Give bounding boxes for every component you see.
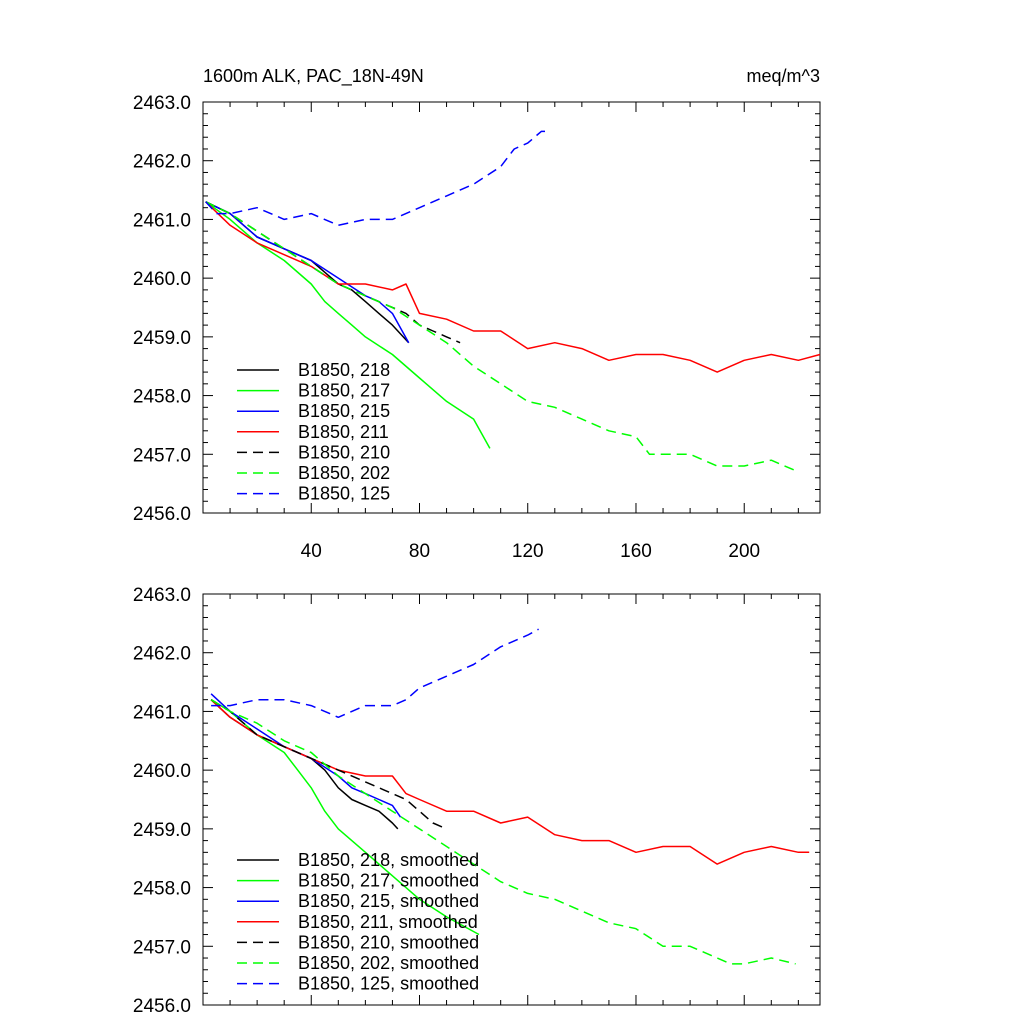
top-panel: 1600m ALK, PAC_18N-49N meq/m^3 2456.0245… <box>133 66 821 562</box>
x-tick-label: 40 <box>301 541 322 562</box>
legend-label: B1850, 210, smoothed <box>298 932 479 952</box>
legend-label: B1850, 202, smoothed <box>298 953 479 973</box>
bottom-plot-area: 2456.0 2457.0 2458.0 2459.0 2460.0 2461.0 2462… <box>133 585 821 1017</box>
top-plot-area: 2456.0 2457.0 2458.0 2459.0 2460.0 2461.0 2462… <box>133 93 821 562</box>
y-tick-label: 2461.0 <box>133 702 191 723</box>
legend-label: B1850, 211 <box>298 422 389 442</box>
legend-label: B1850, 211, smoothed <box>298 912 478 932</box>
y-tick-label: 2457.0 <box>133 445 191 466</box>
legend-label: B1850, 215 <box>298 401 390 421</box>
legend-label: B1850, 125 <box>298 484 390 504</box>
series-line-b1850-202-smoothed <box>210 699 796 965</box>
y-tick-label: 2462.0 <box>133 644 191 665</box>
x-tick-label: 160 <box>620 541 652 562</box>
legend-label: B1850, 210 <box>298 442 390 462</box>
top-panel-title: 1600m ALK, PAC_18N-49N <box>203 66 424 87</box>
top-panel-units: meq/m^3 <box>747 66 820 86</box>
legend-label: B1850, 218, smoothed <box>298 850 479 870</box>
series-line-b1850-125 <box>205 130 550 227</box>
y-tick-label: 2456.0 <box>133 504 191 525</box>
y-tick-label: 2458.0 <box>133 387 191 408</box>
legend-label: B1850, 215, smoothed <box>298 891 479 911</box>
bottom-panel: 2456.0 2457.0 2458.0 2459.0 2460.0 2461.0 2462… <box>133 585 821 1017</box>
legend-label: B1850, 202 <box>298 463 390 483</box>
series-line-b1850-215 <box>205 201 410 344</box>
legend-label: B1850, 125, smoothed <box>298 974 479 994</box>
y-tick-label: 2463.0 <box>133 93 191 114</box>
y-tick-label: 2463.0 <box>133 585 191 606</box>
series-line-b1850-125-smoothed <box>211 628 539 719</box>
series-line-b1850-217 <box>205 201 491 449</box>
y-tick-label: 2456.0 <box>133 996 191 1017</box>
legend-label: B1850, 217, smoothed <box>298 871 479 891</box>
plot-frame <box>202 593 821 1006</box>
y-tick-label: 2459.0 <box>133 328 191 349</box>
plot-frame <box>202 101 821 514</box>
series-line-b1850-211-smoothed <box>210 699 810 865</box>
y-tick-label: 2460.0 <box>133 761 191 782</box>
series-line-b1850-211 <box>205 201 821 373</box>
x-tick-label: 120 <box>512 541 544 562</box>
series-line-b1850-210-smoothed <box>210 699 447 830</box>
legend-label: B1850, 218 <box>298 360 390 380</box>
y-tick-label: 2458.0 <box>133 879 191 900</box>
y-tick-label: 2459.0 <box>133 820 191 841</box>
x-tick-label: 80 <box>409 541 430 562</box>
y-tick-label: 2462.0 <box>133 152 191 173</box>
legend-label: B1850, 217 <box>298 381 390 401</box>
y-tick-label: 2457.0 <box>133 937 191 958</box>
y-tick-label: 2460.0 <box>133 269 191 290</box>
series-line-b1850-218 <box>205 201 410 344</box>
series-line-b1850-202 <box>205 201 799 473</box>
x-tick-label: 200 <box>728 541 760 562</box>
y-tick-label: 2461.0 <box>133 210 191 231</box>
